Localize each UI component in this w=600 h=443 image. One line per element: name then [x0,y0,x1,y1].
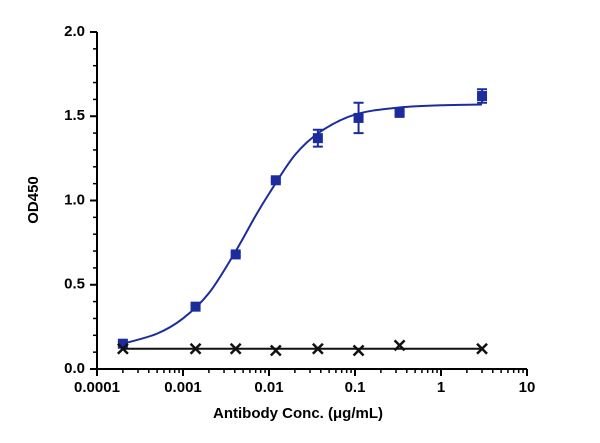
x-tick-label: 0.0001 [74,379,120,396]
y-tick-label: 1.5 [64,107,85,124]
x-tick-label: 1 [437,379,445,396]
data-point [117,342,129,355]
y-tick-label: 2.0 [64,23,85,40]
data-point [117,338,128,349]
data-point [189,342,202,355]
data-point [393,339,406,352]
data-point [353,112,364,123]
data-point [394,107,405,118]
data-point [476,342,488,355]
data-point [312,133,323,144]
data-point [269,344,282,357]
data-point [229,342,242,355]
x-tick-label: 10 [519,379,536,396]
fit-curve [122,103,483,345]
data-point [352,344,365,357]
data-point [477,91,488,102]
data-point [230,249,241,260]
data-point [270,175,281,186]
x-tick-label: 0.01 [254,379,283,396]
y-axis-label: OD450 [25,176,42,224]
data-point [190,301,201,312]
data-point [311,342,324,355]
y-tick-label: 0.0 [64,360,85,377]
x-axis-label: Antibody Conc. (μg/mL) [213,405,383,422]
y-tick-label: 1.0 [64,191,85,208]
y-tick-label: 0.5 [64,276,85,293]
x-tick-label: 0.001 [164,379,202,396]
x-tick-label: 0.1 [345,379,366,396]
